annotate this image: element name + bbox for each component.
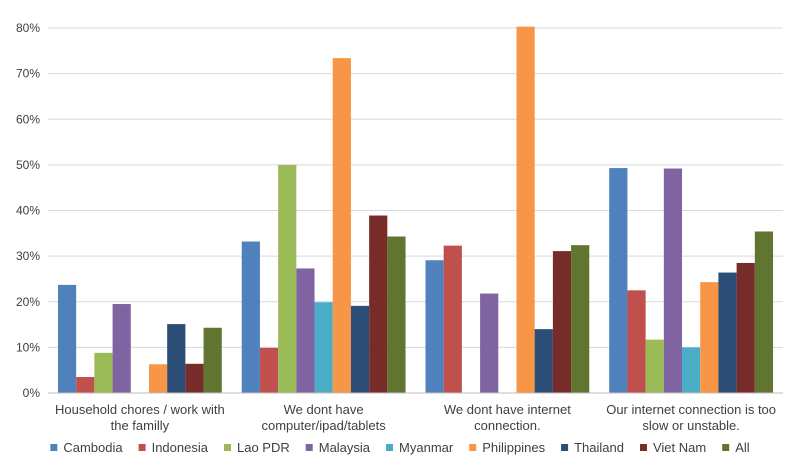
bar-myanmar-3 (682, 347, 701, 394)
legend-item-myanmar: Myanmar (386, 440, 454, 455)
legend-swatch (138, 444, 146, 451)
bar-malaysia-3 (663, 168, 683, 393)
bar-indonesia-0 (76, 377, 95, 393)
legend-swatch (639, 444, 647, 451)
x-category-label: We dont have internet (444, 402, 571, 417)
bar-cambodia-0 (57, 284, 77, 393)
x-category-label: the familly (111, 418, 170, 433)
bars (57, 26, 774, 394)
bar-all-1 (387, 236, 406, 393)
bar-viet-nam-1 (369, 215, 388, 393)
bar-viet-nam-0 (185, 363, 204, 393)
legend: Cambodia Indonesia Lao PDR Malaysia Myanmar P… (50, 440, 750, 455)
y-tick-label: 60% (16, 112, 40, 126)
bar-malaysia-2 (480, 293, 499, 393)
legend-item-malaysia: Malaysia (305, 440, 371, 455)
gridlines (48, 27, 783, 348)
bar-philippines-3 (700, 282, 719, 393)
bar-cambodia-2 (425, 260, 444, 393)
bar-all-3 (754, 231, 774, 393)
bar-thailand-1 (350, 305, 370, 393)
y-axis-tick-labels: 0% 10% 20% 30% 40% 50% 60% 70% 80% (16, 21, 40, 400)
bar-malaysia-1 (296, 268, 315, 393)
y-tick-label: 80% (16, 21, 40, 35)
bar-philippines-2 (516, 26, 535, 393)
bar-indonesia-3 (627, 290, 646, 393)
legend-label: Viet Nam (653, 440, 706, 455)
x-category-label: Household chores / work with (55, 402, 225, 417)
legend-swatch (386, 444, 394, 451)
bar-thailand-3 (718, 272, 737, 393)
legend-label: Lao PDR (237, 440, 290, 455)
legend-label: Philippines (482, 440, 545, 455)
legend-label: Cambodia (63, 440, 123, 455)
y-tick-label: 40% (16, 204, 40, 218)
x-category-label: computer/ipad/tablets (261, 418, 386, 433)
legend-label: Myanmar (399, 440, 454, 455)
bar-viet-nam-2 (552, 251, 572, 393)
legend-item-all: All (722, 440, 750, 455)
y-tick-label: 0% (23, 386, 41, 400)
legend-item-philippines: Philippines (469, 440, 546, 455)
x-category-label: We dont have (284, 402, 364, 417)
legend-item-viet-nam: Viet Nam (639, 440, 706, 455)
bar-philippines-0 (148, 364, 168, 393)
legend-item-indonesia: Indonesia (138, 440, 209, 455)
legend-swatch (469, 444, 477, 451)
legend-item-cambodia: Cambodia (50, 440, 123, 455)
y-tick-label: 50% (16, 158, 40, 172)
y-tick-label: 70% (16, 67, 40, 81)
bar-myanmar-1 (314, 302, 333, 393)
legend-item-thailand: Thailand (561, 440, 624, 455)
y-tick-label: 10% (16, 340, 40, 354)
legend-item-lao-pdr: Lao PDR (223, 440, 290, 455)
bar-thailand-0 (167, 324, 186, 393)
legend-label: Malaysia (319, 440, 371, 455)
legend-swatch (50, 444, 58, 451)
bar-lao-pdr-3 (645, 339, 664, 393)
bar-all-2 (571, 245, 590, 393)
bar-thailand-2 (534, 329, 553, 394)
legend-swatch (223, 444, 231, 451)
legend-label: Thailand (574, 440, 624, 455)
bar-all-0 (203, 327, 222, 393)
bar-indonesia-2 (443, 245, 462, 393)
bar-philippines-1 (332, 58, 351, 394)
bar-lao-pdr-0 (94, 352, 113, 393)
x-category-label: Our internet connection is too (606, 402, 776, 417)
legend-swatch (305, 444, 313, 451)
bar-viet-nam-3 (736, 262, 755, 393)
bar-lao-pdr-1 (278, 164, 297, 394)
legend-label: All (735, 440, 750, 455)
bar-cambodia-3 (609, 168, 628, 393)
bar-indonesia-1 (259, 347, 279, 393)
x-category-label: slow or unstable. (642, 418, 740, 433)
bar-malaysia-0 (112, 304, 131, 393)
y-tick-label: 30% (16, 249, 40, 263)
legend-swatch (561, 444, 569, 451)
legend-label: Indonesia (152, 440, 209, 455)
bar-cambodia-1 (241, 241, 260, 393)
y-tick-label: 20% (16, 295, 40, 309)
legend-swatch (722, 444, 730, 451)
x-category-label: connection. (474, 418, 541, 433)
